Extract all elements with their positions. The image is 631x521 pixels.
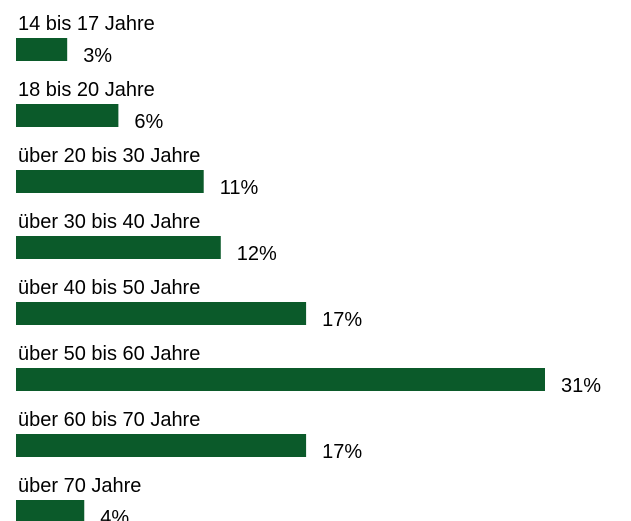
category-label: über 30 bis 40 Jahre	[18, 211, 200, 233]
bar	[16, 434, 307, 457]
bar	[16, 302, 307, 325]
category-label: 14 bis 17 Jahre	[18, 13, 155, 35]
value-label: 17%	[322, 441, 362, 463]
bar	[16, 368, 545, 391]
bar	[16, 170, 204, 193]
value-label: 31%	[561, 375, 601, 397]
category-label: über 70 Jahre	[18, 475, 141, 497]
category-label: über 60 bis 70 Jahre	[18, 409, 200, 431]
bar	[16, 500, 85, 521]
category-label: über 50 bis 60 Jahre	[18, 343, 200, 365]
value-label: 4%	[100, 507, 129, 521]
value-label: 6%	[134, 111, 163, 133]
category-label: über 40 bis 50 Jahre	[18, 277, 200, 299]
category-label: 18 bis 20 Jahre	[18, 79, 155, 101]
category-label: über 20 bis 30 Jahre	[18, 145, 200, 167]
value-label: 17%	[322, 309, 362, 331]
bar	[16, 104, 119, 127]
value-label: 11%	[220, 177, 259, 199]
value-label: 3%	[83, 45, 112, 67]
bar	[16, 236, 221, 259]
value-label: 12%	[237, 243, 277, 265]
bar	[16, 38, 68, 61]
